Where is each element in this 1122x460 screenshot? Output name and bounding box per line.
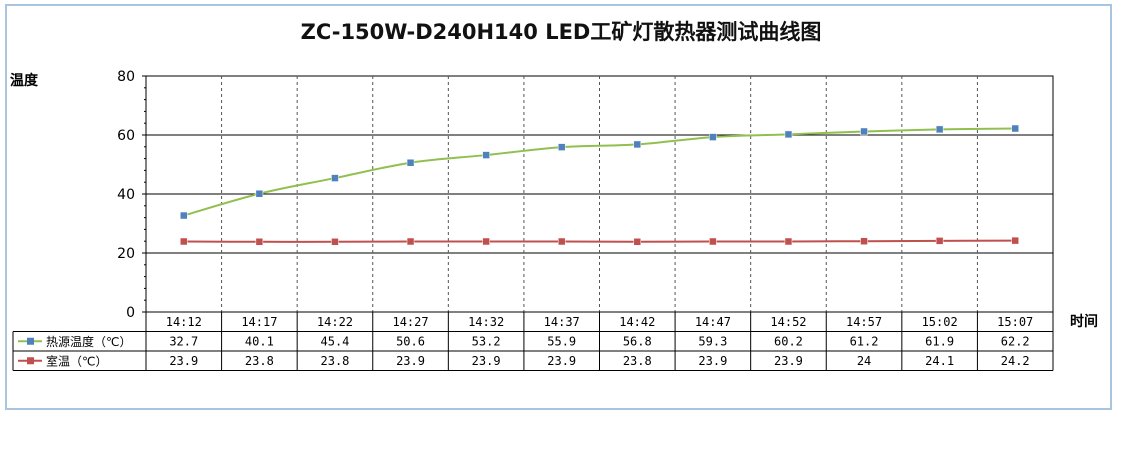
x-tick-label: 14:42 (619, 315, 655, 329)
data-point (633, 140, 642, 149)
table-cell: 24.2 (1001, 354, 1030, 368)
x-tick-label: 14:12 (166, 315, 202, 329)
data-point (557, 143, 566, 151)
data-point (482, 151, 490, 159)
table-cell: 23.9 (396, 354, 425, 368)
table-cell: 62.2 (1001, 335, 1030, 349)
table-cell: 24.1 (925, 354, 954, 368)
x-tick-label: 14:57 (846, 315, 882, 329)
x-tick-label: 14:27 (392, 315, 428, 329)
data-point (255, 189, 264, 198)
table-cell: 23.9 (547, 354, 576, 368)
table-cell: 23.9 (698, 354, 727, 368)
legend-label: 热源温度（℃） (46, 334, 131, 349)
legend-label: 室温（℃） (46, 353, 107, 368)
table-cell: 32.7 (169, 335, 198, 349)
x-tick-label: 15:07 (997, 315, 1033, 329)
data-point (406, 158, 415, 167)
table-cell: 50.6 (396, 335, 425, 349)
table-cell: 45.4 (321, 335, 350, 349)
data-point (709, 133, 717, 141)
data-point (784, 130, 793, 139)
data-point (709, 237, 717, 246)
data-point (331, 238, 339, 246)
data-point (784, 237, 793, 246)
table-cell: 23.9 (169, 354, 198, 368)
data-point (482, 237, 490, 246)
table-cell: 23.9 (774, 354, 803, 368)
data-point (331, 174, 339, 182)
data-point (557, 237, 566, 246)
x-tick-label: 14:52 (770, 315, 806, 329)
table-cell: 40.1 (245, 335, 274, 349)
x-axis-label: 时间 (1070, 314, 1098, 330)
data-point (935, 237, 944, 245)
x-tick-label: 14:22 (317, 315, 353, 329)
x-tick-label: 15:02 (922, 315, 958, 329)
y-tick-label: 60 (117, 128, 135, 144)
x-tick-label: 14:37 (544, 315, 580, 329)
y-tick-label: 20 (117, 246, 135, 262)
table-cell: 61.2 (850, 335, 879, 349)
y-tick-label: 80 (117, 69, 135, 85)
data-point (935, 125, 944, 134)
data-point (860, 127, 868, 136)
y-tick-label: 0 (126, 305, 135, 321)
data-point (180, 211, 188, 220)
data-point (180, 237, 188, 246)
data-point (406, 237, 415, 246)
data-point (633, 238, 642, 246)
table-cell: 53.2 (472, 335, 501, 349)
table-cell: 55.9 (547, 335, 576, 349)
x-tick-label: 14:47 (695, 315, 731, 329)
table-cell: 23.9 (472, 354, 501, 368)
data-point (1011, 124, 1019, 133)
series-line (183, 127, 1016, 217)
y-axis-label: 温度 (10, 73, 38, 89)
legend-marker (27, 357, 34, 365)
table-cell: 23.8 (245, 354, 274, 368)
data-point (860, 237, 868, 245)
table-cell: 24 (857, 354, 871, 368)
table-cell: 23.8 (623, 354, 652, 368)
x-tick-label: 14:17 (241, 315, 277, 329)
table-cell: 59.3 (698, 335, 727, 349)
legend-marker (27, 337, 34, 345)
data-point (1011, 236, 1019, 245)
data-point (255, 238, 264, 246)
series-line (183, 239, 1016, 243)
table-cell: 61.9 (925, 335, 954, 349)
y-tick-label: 40 (117, 187, 135, 203)
chart-title: ZC-150W-D240H140 LED工矿灯散热器测试曲线图 (300, 20, 822, 44)
table-cell: 23.8 (321, 354, 350, 368)
table-cell: 56.8 (623, 335, 652, 349)
x-tick-label: 14:32 (468, 315, 504, 329)
table-cell: 60.2 (774, 335, 803, 349)
